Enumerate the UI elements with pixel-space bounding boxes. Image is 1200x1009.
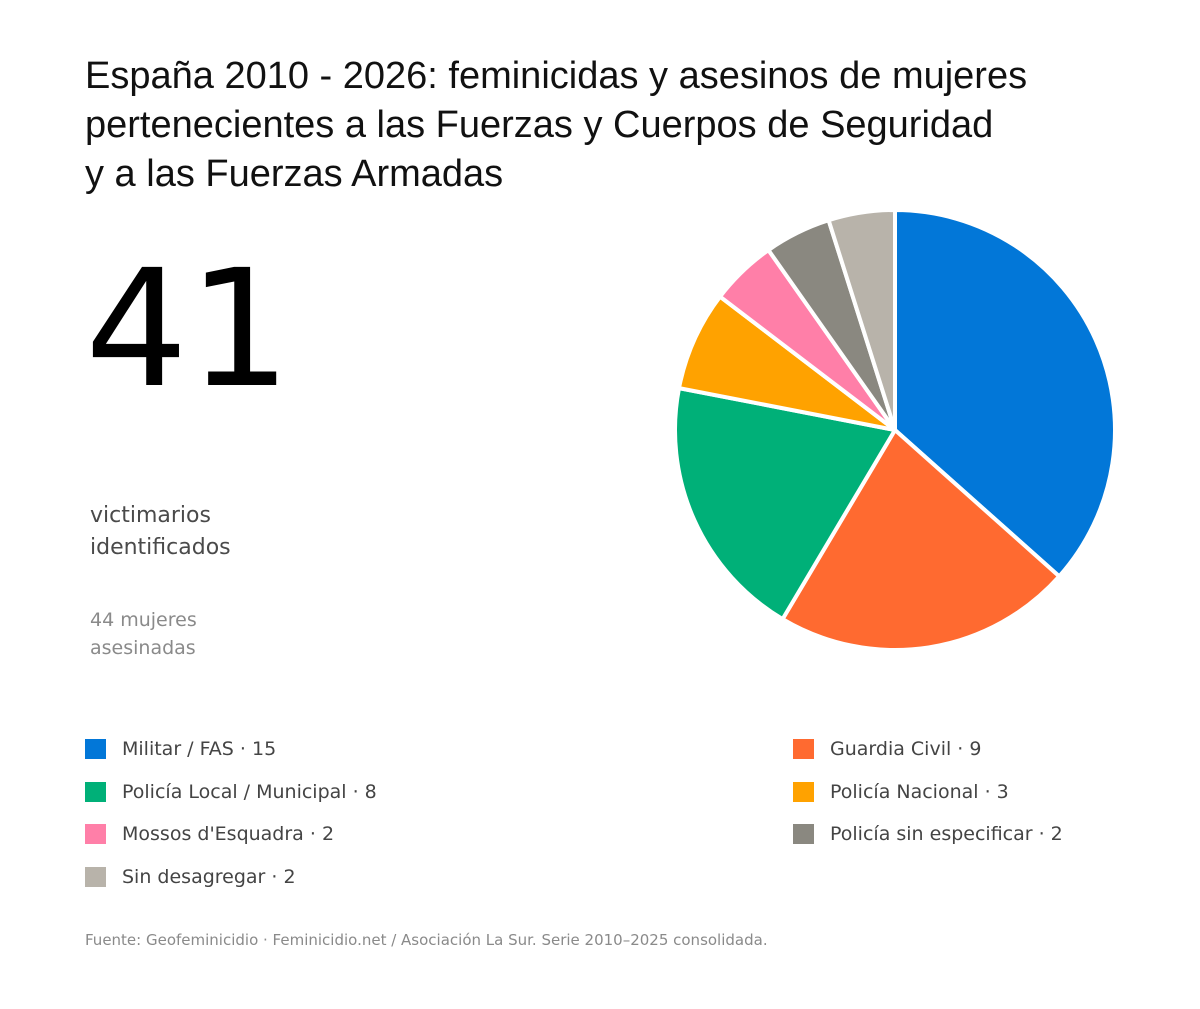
- headline-label-line: victimarios: [90, 503, 211, 528]
- headline-number: 41: [85, 236, 292, 424]
- chart-title-line: España 2010 - 2026: feminicidas y asesin…: [85, 55, 1028, 97]
- legend-label: Mossos d'Esquadra · 2: [122, 823, 335, 845]
- headline-sublabel-line: 44 mujeres: [90, 609, 197, 631]
- pie-slice-guardia-civil: [780, 428, 1062, 652]
- source-note: Fuente: Geofeminicidio · Feminicidio.net…: [85, 931, 768, 949]
- legend-swatch: [85, 866, 106, 887]
- legend-label: Policía sin especificar · 2: [830, 823, 1063, 845]
- legend-label: Sin desagregar · 2: [122, 865, 296, 888]
- headline-label: victimarios identificados: [90, 500, 231, 564]
- legend-swatch: [85, 739, 106, 759]
- legend-swatch: [793, 781, 814, 802]
- chart-legend: Militar / FAS · 15 Guardia Civil · 9 Polic…: [85, 734, 1145, 904]
- legend-swatch: [85, 824, 106, 844]
- chart-title: España 2010 - 2026: feminicidas y asesin…: [85, 52, 1145, 199]
- legend-swatch: [793, 824, 814, 844]
- legend-item: Sin desagregar · 2: [85, 862, 296, 892]
- legend-label: Guardia Civil · 9: [830, 738, 982, 760]
- headline-sublabel: 44 mujeres asesinadas: [90, 606, 197, 662]
- legend-swatch: [793, 739, 814, 759]
- legend-item: Policía Nacional · 3: [793, 777, 1009, 807]
- pie-slice-militar-fas: [893, 208, 1117, 579]
- pie-slice-policia-local-municipal: [673, 386, 897, 622]
- legend-swatch: [85, 781, 106, 802]
- legend-item: Policía Local / Municipal · 8: [85, 777, 377, 807]
- chart-title-line: pertenecientes a las Fuerzas y Cuerpos d…: [85, 104, 994, 146]
- legend-item: Mossos d'Esquadra · 2: [85, 819, 334, 849]
- legend-label: Policía Nacional · 3: [830, 780, 1009, 803]
- pie-chart: [673, 208, 1117, 652]
- legend-label: Policía Local / Municipal · 8: [122, 780, 377, 803]
- headline-sublabel-line: asesinadas: [90, 637, 196, 659]
- legend-item: Guardia Civil · 9: [793, 734, 981, 764]
- headline-label-line: identificados: [90, 535, 231, 560]
- legend-item: Policía sin especificar · 2: [793, 819, 1063, 849]
- legend-item: Militar / FAS · 15: [85, 734, 276, 764]
- chart-title-line: y a las Fuerzas Armadas: [85, 153, 504, 195]
- legend-label: Militar / FAS · 15: [122, 738, 277, 760]
- pie-slice-sin-desagregar: [826, 208, 897, 432]
